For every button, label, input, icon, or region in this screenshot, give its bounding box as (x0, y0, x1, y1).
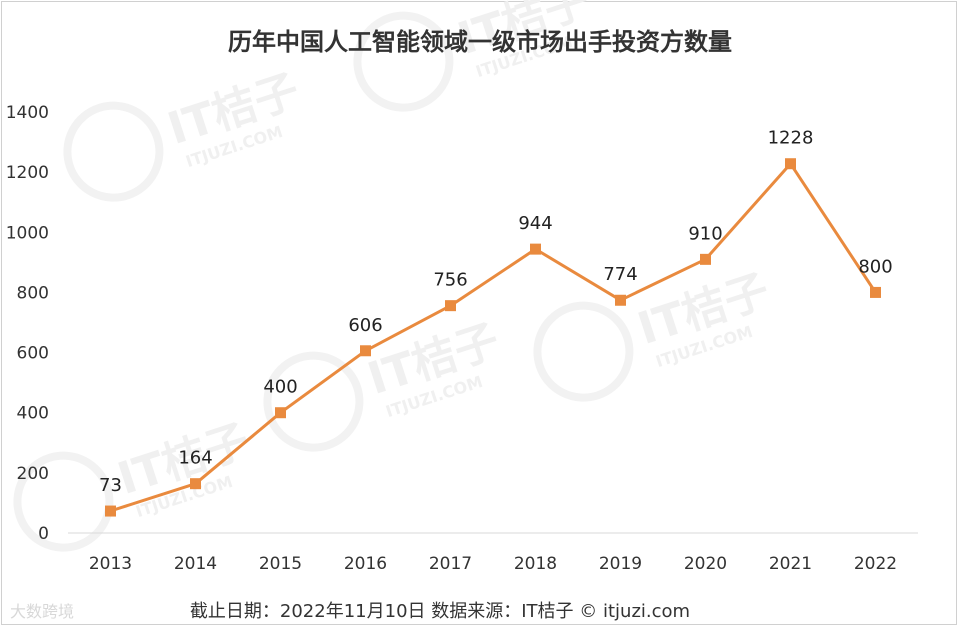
x-tick-label: 2022 (854, 554, 897, 574)
watermark-circle (525, 294, 641, 410)
data-point-marker (445, 300, 456, 311)
data-label: 164 (178, 448, 212, 469)
y-tick-label: 800 (17, 283, 49, 303)
watermark-circle (55, 94, 171, 210)
data-point-marker (530, 244, 541, 255)
data-point-marker (615, 295, 626, 306)
chart-title: 历年中国人工智能领域一级市场出手投资方数量 (228, 28, 732, 56)
x-tick-label: 2013 (89, 554, 132, 574)
x-tick-label: 2016 (344, 554, 387, 574)
data-label: 800 (858, 256, 892, 277)
y-tick-label: 400 (17, 404, 49, 424)
x-tick-label: 2021 (769, 554, 812, 574)
x-tick-label: 2020 (684, 554, 727, 574)
watermark-circle (255, 344, 371, 460)
y-tick-label: 200 (17, 464, 49, 484)
corner-watermark-logo: 大数跨境 (10, 602, 74, 621)
data-point-marker (785, 158, 796, 169)
data-point-marker (700, 254, 711, 265)
footer-source: 截止日期：2022年11月10日 数据来源：IT桔子 © itjuzi.com (190, 601, 690, 622)
watermark-circle (345, 4, 461, 120)
data-point-marker (360, 345, 371, 356)
x-axis-ticks: 2013 2014 2015 2016 2017 2018 2019 2020 2021 2022 (89, 554, 897, 574)
data-label: 73 (99, 475, 122, 496)
y-tick-label: 0 (38, 524, 49, 544)
data-label: 400 (263, 377, 297, 398)
data-label: 944 (518, 213, 552, 234)
x-tick-label: 2019 (599, 554, 642, 574)
y-tick-label: 1200 (6, 163, 49, 183)
x-tick-label: 2014 (174, 554, 217, 574)
data-label: 756 (433, 270, 467, 291)
x-tick-label: 2018 (514, 554, 557, 574)
data-label: 606 (348, 315, 382, 336)
y-axis-ticks: 0 200 400 600 800 1000 1200 1400 (6, 103, 49, 544)
data-label: 774 (603, 264, 637, 285)
data-point-marker (275, 407, 286, 418)
data-point-marker (105, 506, 116, 517)
x-tick-label: 2017 (429, 554, 472, 574)
y-tick-label: 1400 (6, 103, 49, 123)
data-point-marker (190, 478, 201, 489)
x-tick-label: 2015 (259, 554, 302, 574)
y-tick-label: 1000 (6, 223, 49, 243)
data-label: 1228 (768, 128, 814, 149)
watermark-circle (5, 444, 121, 560)
y-tick-label: 600 (17, 344, 49, 364)
data-point-marker (870, 287, 881, 298)
data-label: 910 (688, 223, 722, 244)
